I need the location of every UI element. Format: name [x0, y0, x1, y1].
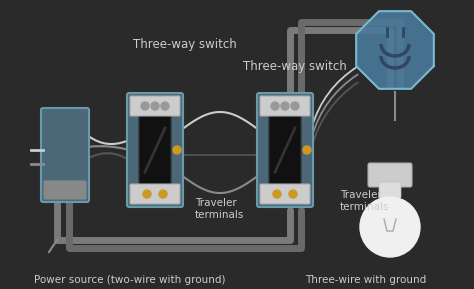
FancyBboxPatch shape — [368, 163, 412, 187]
FancyBboxPatch shape — [139, 104, 171, 196]
FancyBboxPatch shape — [130, 96, 180, 116]
Circle shape — [281, 102, 289, 110]
Polygon shape — [356, 11, 434, 89]
Circle shape — [271, 102, 279, 110]
Circle shape — [151, 102, 159, 110]
Text: Traveler
terminals: Traveler terminals — [340, 190, 389, 212]
Circle shape — [289, 190, 297, 198]
Text: Traveler
terminals: Traveler terminals — [195, 198, 245, 220]
FancyBboxPatch shape — [269, 104, 301, 196]
FancyBboxPatch shape — [44, 181, 86, 199]
FancyBboxPatch shape — [41, 108, 89, 202]
Circle shape — [173, 146, 181, 154]
FancyBboxPatch shape — [130, 184, 180, 204]
Text: Three-way switch: Three-way switch — [133, 38, 237, 51]
Circle shape — [159, 190, 167, 198]
FancyBboxPatch shape — [127, 93, 183, 207]
FancyBboxPatch shape — [257, 93, 313, 207]
Circle shape — [143, 190, 151, 198]
Circle shape — [141, 102, 149, 110]
Circle shape — [273, 190, 281, 198]
FancyBboxPatch shape — [260, 184, 310, 204]
Circle shape — [360, 197, 420, 257]
FancyBboxPatch shape — [379, 182, 401, 198]
FancyBboxPatch shape — [260, 96, 310, 116]
Text: Three-wire with ground: Three-wire with ground — [305, 275, 426, 285]
Circle shape — [161, 102, 169, 110]
Circle shape — [303, 146, 311, 154]
Text: Three-way switch: Three-way switch — [243, 60, 347, 73]
Text: Power source (two-wire with ground): Power source (two-wire with ground) — [34, 275, 226, 285]
Circle shape — [291, 102, 299, 110]
